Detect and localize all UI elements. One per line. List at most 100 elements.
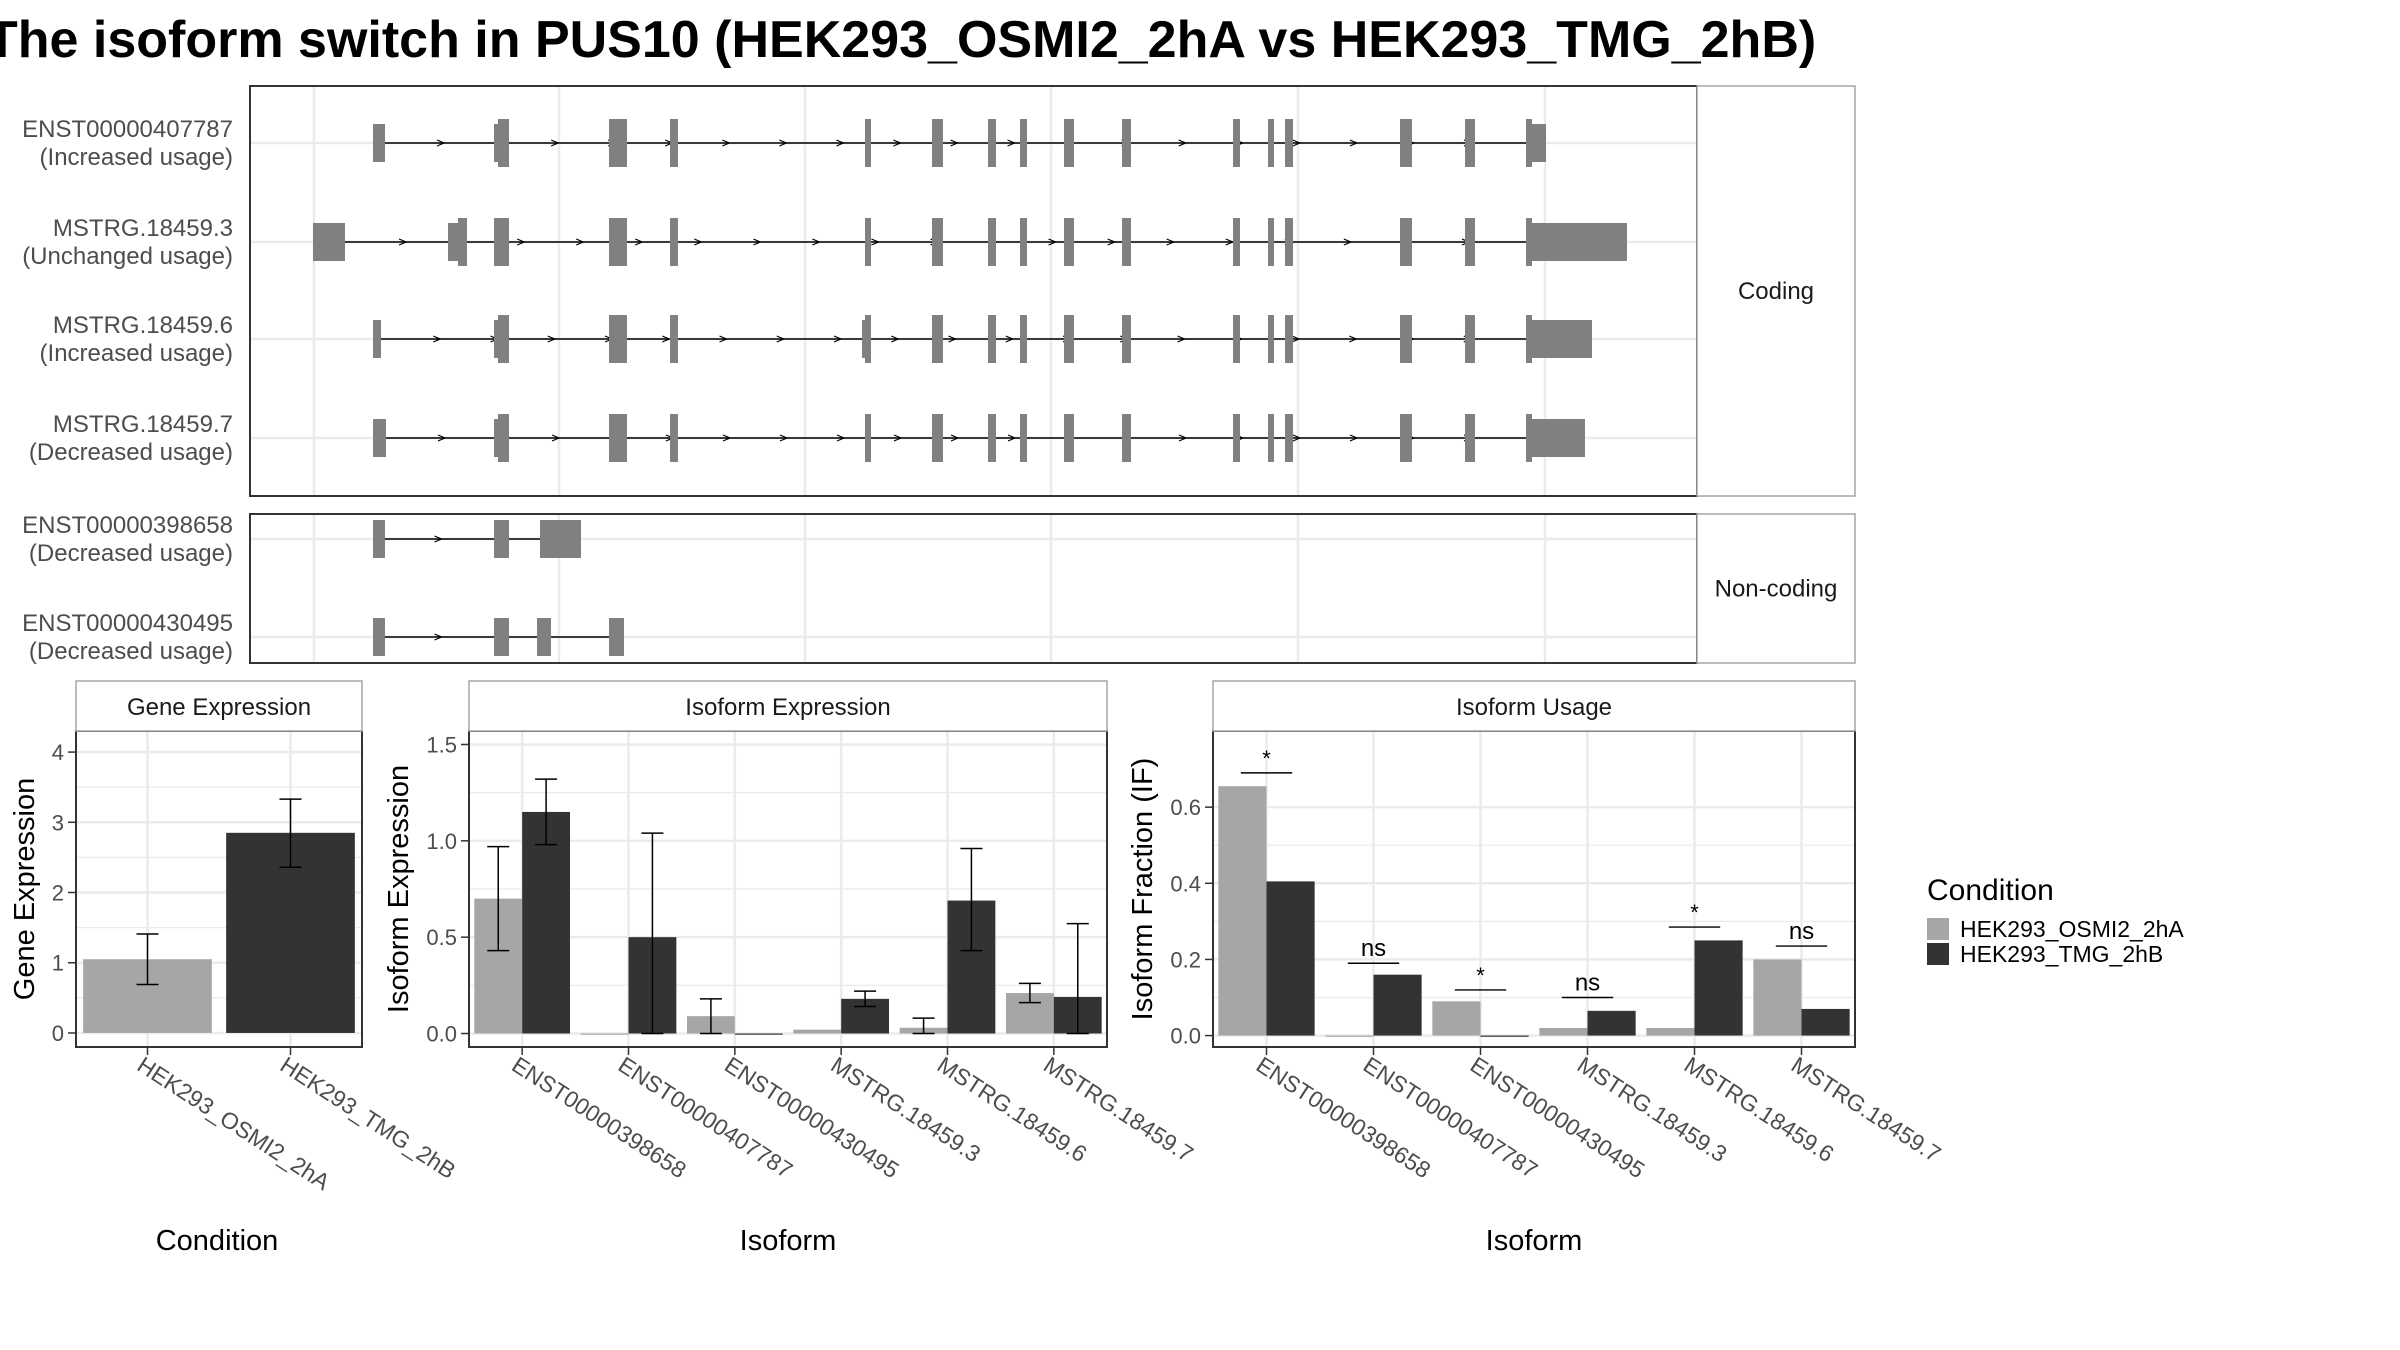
exon — [1532, 124, 1546, 162]
intron-arrow — [1177, 335, 1187, 343]
exon — [498, 119, 509, 167]
intron-arrow — [434, 633, 444, 641]
intron-arrow — [1166, 238, 1176, 246]
exon — [494, 320, 499, 358]
panel-title-strip — [468, 680, 1108, 732]
intron-arrow — [950, 139, 960, 147]
transcript-model — [373, 520, 581, 558]
y-tick-label: 3 — [52, 810, 64, 835]
y-tick-label: 0.5 — [426, 925, 457, 950]
exon — [862, 320, 867, 358]
y-tick-label: 0 — [52, 1021, 64, 1046]
bar — [522, 811, 571, 1034]
intron-arrow — [776, 335, 786, 343]
intron-arrow — [694, 238, 703, 246]
significance-label: * — [1262, 746, 1271, 771]
intron-arrow — [1349, 434, 1359, 442]
exon — [448, 223, 458, 261]
transcript-usage-label: (Unchanged usage) — [22, 243, 233, 270]
x-axis-label: Condition — [156, 1225, 279, 1257]
intron-arrow — [635, 238, 644, 246]
bar — [1218, 786, 1267, 1036]
exon — [865, 414, 871, 462]
exon — [670, 414, 678, 462]
transcript-usage-label: (Decreased usage) — [29, 439, 233, 466]
exon — [1532, 419, 1585, 457]
exon — [373, 520, 385, 558]
intron-arrow — [779, 139, 788, 147]
exon — [932, 119, 943, 167]
exon — [865, 218, 871, 266]
exon — [1400, 119, 1412, 167]
exon — [1285, 119, 1293, 167]
transcript-model — [373, 315, 1592, 363]
y-tick-label: 4 — [52, 740, 64, 765]
facet-strip-coding — [1696, 85, 1856, 497]
bar — [1587, 1010, 1636, 1036]
significance-label: ns — [1361, 935, 1386, 962]
exon — [932, 315, 943, 363]
exon — [1526, 315, 1532, 363]
panel-title: Isoform Usage — [1456, 694, 1612, 721]
transcript-usage-label: (Decreased usage) — [29, 540, 233, 567]
exon — [1064, 119, 1074, 167]
exon — [932, 414, 943, 462]
transcript-usage-label: (Decreased usage) — [29, 638, 233, 665]
intron-arrow — [1349, 139, 1359, 147]
y-axis-label: Isoform Fraction (IF) — [1127, 758, 1159, 1021]
bar — [1694, 940, 1743, 1036]
exon — [609, 218, 627, 266]
exon — [313, 223, 345, 261]
significance-label: ns — [1789, 918, 1814, 945]
y-tick-label: 2 — [52, 881, 64, 906]
exon — [1400, 315, 1412, 363]
plot-bg — [1213, 731, 1855, 1047]
x-axis-label: Isoform — [740, 1225, 837, 1257]
exon — [373, 124, 385, 162]
transcript-id-label: MSTRG.18459.6 — [53, 312, 233, 339]
intron-arrow — [891, 335, 900, 343]
exon — [1268, 315, 1274, 363]
intron-arrow — [1048, 238, 1058, 246]
intron-arrow — [722, 139, 731, 147]
exon — [458, 218, 467, 266]
x-tick-label: ENST00000430495 — [1466, 1051, 1650, 1183]
exon — [1064, 315, 1074, 363]
exon — [1400, 218, 1412, 266]
intron-arrow — [551, 434, 561, 442]
exon — [1233, 119, 1240, 167]
exon — [1064, 218, 1074, 266]
panel-title: Isoform Expression — [685, 694, 890, 721]
bar — [1753, 959, 1802, 1036]
transcript-model — [373, 119, 1546, 167]
x-tick-label: ENST00000430495 — [720, 1051, 904, 1183]
exon — [373, 618, 385, 656]
exon — [865, 315, 871, 363]
intron-arrow — [1178, 139, 1188, 147]
intron-arrow — [437, 434, 447, 442]
x-tick-label: ENST00000398658 — [507, 1051, 691, 1183]
bar — [1432, 1001, 1481, 1036]
exon — [609, 618, 624, 656]
bar — [1539, 1027, 1588, 1036]
intron-arrow — [550, 139, 560, 147]
exon — [1526, 119, 1532, 167]
transcript-id-label: ENST00000407787 — [22, 116, 233, 143]
exon — [1526, 218, 1532, 266]
intron-arrow — [948, 335, 958, 343]
bar-chart-panel-3: * ns * ns * ns Isoform Usage 0.0 0.2 0.4 0.6 Isofor… — [1127, 680, 1946, 1257]
exon — [988, 315, 996, 363]
intron-arrow — [1291, 335, 1301, 343]
y-tick-label: 0.0 — [1170, 1024, 1201, 1049]
transcript-id-label: MSTRG.18459.3 — [53, 215, 233, 242]
panel-title-strip — [75, 680, 363, 732]
bar — [1373, 974, 1422, 1036]
significance-label: * — [1690, 900, 1699, 925]
exon — [1233, 315, 1240, 363]
exon — [1465, 119, 1475, 167]
intron-arrow — [1225, 238, 1235, 246]
intron-arrow — [893, 434, 903, 442]
legend-label: HEK293_OSMI2_2hA — [1960, 916, 2184, 942]
intron-arrow — [1292, 434, 1302, 442]
